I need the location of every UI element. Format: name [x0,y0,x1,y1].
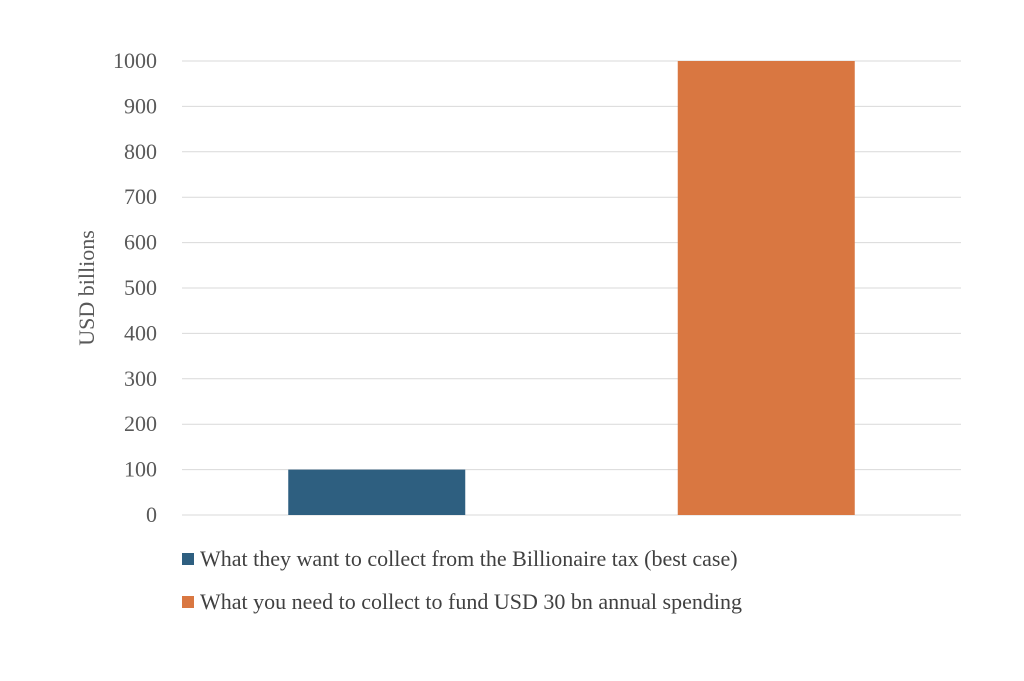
y-tick-label: 300 [124,366,157,391]
legend-item-need-to-collect: What you need to collect to fund USD 30 … [182,591,742,613]
bars [288,61,855,515]
y-axis-label: USD billions [74,230,99,346]
axes: 0 100 200 300 400 500 600 700 800 900 1000 [113,48,157,527]
legend-label-billionaire-tax: What they want to collect from the Billi… [200,546,738,571]
bar-billionaire-tax [288,469,466,515]
y-tick-label: 500 [124,275,157,300]
legend-swatch-billionaire-tax [182,553,194,565]
y-tick-label: 100 [124,457,157,482]
y-tick-label: 0 [146,502,157,527]
y-tick-label: 200 [124,411,157,436]
y-tick-label: 700 [124,184,157,209]
y-tick-label: 1000 [113,48,157,73]
legend: What they want to collect from the Billi… [182,548,742,634]
legend-item-billionaire-tax: What they want to collect from the Billi… [182,548,742,570]
bar-need-to-collect [677,61,855,515]
y-tick-label: 400 [124,320,157,345]
legend-swatch-need-to-collect [182,596,194,608]
y-tick-label: 800 [124,139,157,164]
y-tick-label: 600 [124,230,157,255]
y-tick-label: 900 [124,93,157,118]
legend-label-need-to-collect: What you need to collect to fund USD 30 … [200,589,742,614]
